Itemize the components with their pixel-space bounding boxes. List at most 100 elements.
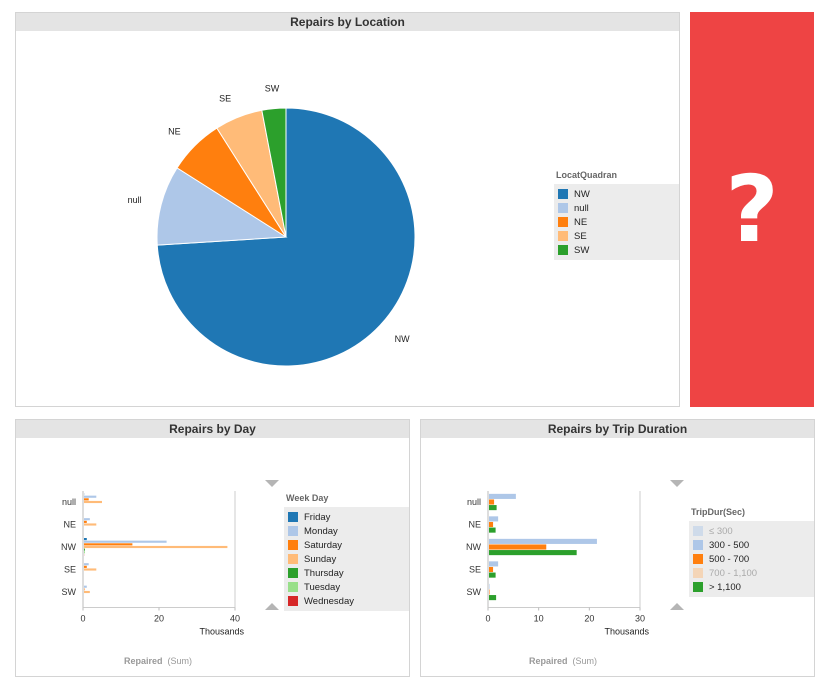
legend-item-sunday[interactable]: Sunday — [284, 552, 409, 566]
x-axis-unit-label: Thousands — [604, 627, 649, 637]
bar-nw-1-100[interactable] — [489, 550, 577, 556]
legend-item-sw[interactable]: SW — [554, 243, 679, 257]
day-bar-chart: null NE NW SE SW 0 20 40 Thousands — [61, 491, 244, 637]
category-label-sw: SW — [62, 587, 77, 597]
pie-slice-sw[interactable] — [261, 107, 287, 238]
legend-item-se[interactable]: SE — [554, 229, 679, 243]
legend-item-nw[interactable]: NW — [554, 187, 679, 201]
legend-swatch — [558, 245, 568, 255]
pie-label-ne: NE — [168, 127, 181, 137]
bar-nw-sunday[interactable] — [84, 545, 228, 549]
legend-swatch — [288, 540, 298, 550]
bar-sw-1-100[interactable] — [489, 595, 497, 601]
legend-swatch — [288, 512, 298, 522]
legend-swatch — [693, 582, 703, 592]
pie-slice-null[interactable] — [156, 167, 288, 246]
footer-measure: Repaired — [529, 656, 568, 666]
bar-nw-monday[interactable] — [84, 540, 167, 543]
trip-bar-chart: null NE NW SE SW 0 10 20 30 Thousands — [466, 491, 649, 637]
bar-nw-tuesday[interactable] — [84, 551, 85, 554]
category-label-sw: SW — [467, 587, 482, 597]
bar-ne-500-700[interactable] — [489, 521, 494, 528]
bar-sw-saturday[interactable] — [84, 588, 85, 591]
bar-ne-sunday[interactable] — [84, 523, 97, 526]
bar-null-500-700[interactable] — [489, 499, 495, 505]
weekday-legend[interactable]: Friday Monday Saturday Sunday Thursday Tuesda… — [284, 507, 409, 611]
scroll-up-icon[interactable] — [670, 603, 684, 610]
bar-sw-monday[interactable] — [84, 585, 87, 588]
legend-item-700-1-100[interactable]: 700 - 1,100 — [689, 566, 814, 580]
legend-item-null[interactable]: null — [554, 201, 679, 215]
legend-item-wednesday[interactable]: Wednesday — [284, 594, 409, 608]
panel-title: Repairs by Trip Duration — [421, 420, 814, 438]
trip-duration-legend[interactable]: ≤ 300 300 - 500 500 - 700 700 - 1,100 > 1,10… — [689, 521, 814, 597]
scroll-down-icon[interactable] — [670, 480, 684, 487]
legend-label: null — [574, 202, 589, 214]
legend-item-ne[interactable]: NE — [554, 215, 679, 229]
bar-se-500-700[interactable] — [489, 566, 494, 573]
bar-nw-thursday[interactable] — [84, 548, 85, 551]
legend-label: Thursday — [304, 567, 344, 579]
x-tick-label: 40 — [230, 614, 240, 624]
bar-se-300-500[interactable] — [489, 561, 499, 567]
bar-null-300-500[interactable] — [489, 493, 516, 499]
category-label-null: null — [62, 497, 76, 507]
footer-aggregation: (Sum) — [572, 656, 598, 666]
legend-label: Tuesday — [304, 581, 341, 593]
bar-ne-saturday[interactable] — [84, 520, 87, 523]
chart-footer: Repaired (Sum) — [124, 656, 192, 666]
bar-null-saturday[interactable] — [84, 498, 89, 501]
scroll-up-icon[interactable] — [265, 603, 279, 610]
bar-nw-500-700[interactable] — [489, 544, 547, 550]
bar-ne-monday[interactable] — [84, 518, 90, 521]
legend-item-300[interactable]: ≤ 300 — [689, 524, 814, 538]
legend-item-500-700[interactable]: 500 - 700 — [689, 552, 814, 566]
repairs-by-location-panel: Repairs by Location NW null NE SE SW LocatQu… — [15, 12, 680, 407]
bar-null-monday[interactable] — [84, 495, 97, 498]
bar-sw-500-700[interactable] — [489, 589, 490, 595]
bar-sw-300-500[interactable] — [489, 583, 490, 589]
panel-title: Repairs by Day — [16, 420, 409, 438]
legend-swatch — [558, 217, 568, 227]
legend-label: NW — [574, 188, 590, 200]
legend-item-friday[interactable]: Friday — [284, 510, 409, 524]
panel-title: Repairs by Location — [16, 13, 679, 31]
location-legend[interactable]: NW null NE SE SW — [554, 184, 679, 260]
legend-item-monday[interactable]: Monday — [284, 524, 409, 538]
error-placeholder: ? — [690, 12, 814, 407]
bar-null-1-100[interactable] — [489, 505, 497, 511]
bar-se-monday[interactable] — [84, 563, 89, 566]
legend-swatch — [558, 189, 568, 199]
bar-null-sunday[interactable] — [84, 500, 102, 504]
bar-ne-1-100[interactable] — [489, 527, 496, 533]
bar-sw-sunday[interactable] — [84, 590, 90, 594]
bar-ne-300-500[interactable] — [489, 516, 499, 522]
legend-item-300-500[interactable]: 300 - 500 — [689, 538, 814, 552]
x-tick-label: 30 — [635, 614, 645, 624]
bar-se-sunday[interactable] — [84, 568, 97, 571]
category-label-se: SE — [469, 564, 481, 574]
legend-label: 700 - 1,100 — [709, 567, 758, 579]
bar-nw-300-500[interactable] — [489, 538, 597, 544]
legend-label: SE — [574, 230, 587, 242]
legend-item-thursday[interactable]: Thursday — [284, 566, 409, 580]
legend-label: SW — [574, 244, 590, 256]
bar-nw-friday[interactable] — [84, 538, 87, 541]
bar-se-1-100[interactable] — [489, 572, 496, 578]
legend-swatch — [288, 596, 298, 606]
category-label-se: SE — [64, 564, 76, 574]
scroll-down-icon[interactable] — [265, 480, 279, 487]
bar-se-saturday[interactable] — [84, 565, 87, 568]
legend-label: Friday — [304, 511, 331, 523]
pie-chart: NW null NE SE SW — [128, 84, 416, 367]
pie-label-sw: SW — [265, 84, 280, 94]
legend-title: LocatQuadran — [556, 170, 618, 180]
legend-item-1-100[interactable]: > 1,100 — [689, 580, 814, 594]
legend-swatch — [288, 568, 298, 578]
x-tick-label: 10 — [534, 614, 544, 624]
legend-item-saturday[interactable]: Saturday — [284, 538, 409, 552]
bar-nw-saturday[interactable] — [84, 543, 133, 546]
legend-label: 300 - 500 — [709, 539, 750, 551]
legend-item-tuesday[interactable]: Tuesday — [284, 580, 409, 594]
question-mark-icon: ? — [725, 155, 779, 263]
